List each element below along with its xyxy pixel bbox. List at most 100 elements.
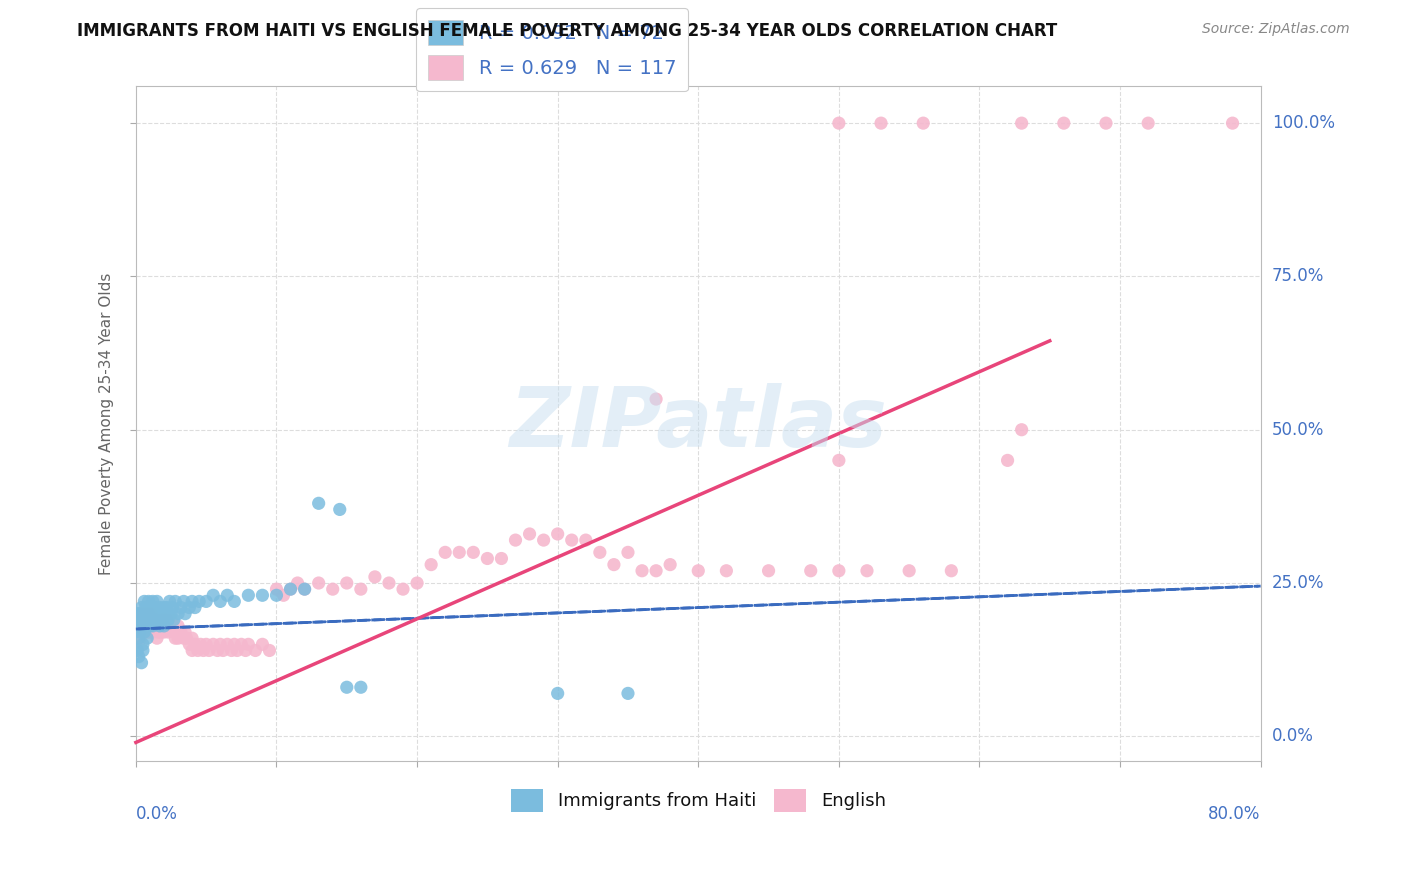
Point <box>645 564 668 578</box>
Point <box>181 594 204 608</box>
Point <box>392 582 415 596</box>
Point <box>155 607 177 621</box>
Point <box>406 576 429 591</box>
Point <box>146 631 169 645</box>
Point <box>142 625 165 640</box>
Point <box>136 625 159 640</box>
Point <box>188 594 211 608</box>
Point <box>209 637 232 651</box>
Point <box>477 551 499 566</box>
Point <box>420 558 443 572</box>
Point <box>195 637 218 651</box>
Point <box>212 643 235 657</box>
Point <box>155 619 177 633</box>
Point <box>378 576 401 591</box>
Point <box>128 649 150 664</box>
Point <box>350 582 373 596</box>
Point <box>659 558 682 572</box>
Point <box>505 533 527 547</box>
Point <box>150 613 173 627</box>
Point <box>308 576 330 591</box>
Point <box>167 619 190 633</box>
Point <box>157 613 180 627</box>
Point <box>128 607 150 621</box>
Point <box>252 588 274 602</box>
Point <box>235 643 257 657</box>
Point <box>1053 116 1076 130</box>
Point <box>141 619 163 633</box>
Point <box>128 631 150 645</box>
Point <box>159 594 181 608</box>
Point <box>134 613 156 627</box>
Point <box>173 631 195 645</box>
Point <box>224 637 246 651</box>
Point <box>184 637 207 651</box>
Text: 0.0%: 0.0% <box>136 805 177 822</box>
Point <box>131 656 153 670</box>
Point <box>132 637 155 651</box>
Point <box>364 570 387 584</box>
Point <box>146 613 169 627</box>
Point <box>150 625 173 640</box>
Point <box>167 631 190 645</box>
Point <box>157 625 180 640</box>
Point <box>336 680 359 694</box>
Point <box>207 643 229 657</box>
Point <box>688 564 710 578</box>
Point <box>149 619 172 633</box>
Point <box>163 625 186 640</box>
Point <box>135 607 157 621</box>
Point <box>173 594 195 608</box>
Point <box>181 643 204 657</box>
Point <box>131 625 153 640</box>
Point <box>202 588 225 602</box>
Point <box>135 600 157 615</box>
Point <box>127 625 149 640</box>
Point <box>134 625 156 640</box>
Point <box>179 600 201 615</box>
Point <box>856 564 879 578</box>
Legend: Immigrants from Haiti, English: Immigrants from Haiti, English <box>503 781 893 819</box>
Point <box>165 594 187 608</box>
Point <box>617 545 640 559</box>
Point <box>136 607 159 621</box>
Point <box>139 613 162 627</box>
Point <box>1222 116 1244 130</box>
Text: 100.0%: 100.0% <box>1272 114 1334 132</box>
Point <box>162 600 184 615</box>
Point <box>266 582 288 596</box>
Point <box>898 564 921 578</box>
Point <box>273 588 295 602</box>
Point <box>136 631 159 645</box>
Point <box>195 594 218 608</box>
Text: 80.0%: 80.0% <box>1208 805 1261 822</box>
Point <box>129 625 152 640</box>
Point <box>463 545 485 559</box>
Point <box>350 680 373 694</box>
Point <box>132 619 155 633</box>
Point <box>174 625 197 640</box>
Point <box>153 600 176 615</box>
Point <box>280 582 302 596</box>
Point <box>145 613 167 627</box>
Point <box>153 613 176 627</box>
Point <box>603 558 626 572</box>
Point <box>132 607 155 621</box>
Text: 75.0%: 75.0% <box>1272 268 1324 285</box>
Point <box>589 545 612 559</box>
Point <box>132 607 155 621</box>
Point <box>181 631 204 645</box>
Point <box>184 600 207 615</box>
Point <box>645 392 668 406</box>
Point <box>322 582 344 596</box>
Point <box>128 613 150 627</box>
Point <box>139 600 162 615</box>
Point <box>221 643 243 657</box>
Point <box>617 686 640 700</box>
Point <box>231 637 253 651</box>
Point <box>134 594 156 608</box>
Point <box>170 600 193 615</box>
Point <box>128 631 150 645</box>
Point <box>193 643 215 657</box>
Point <box>434 545 457 559</box>
